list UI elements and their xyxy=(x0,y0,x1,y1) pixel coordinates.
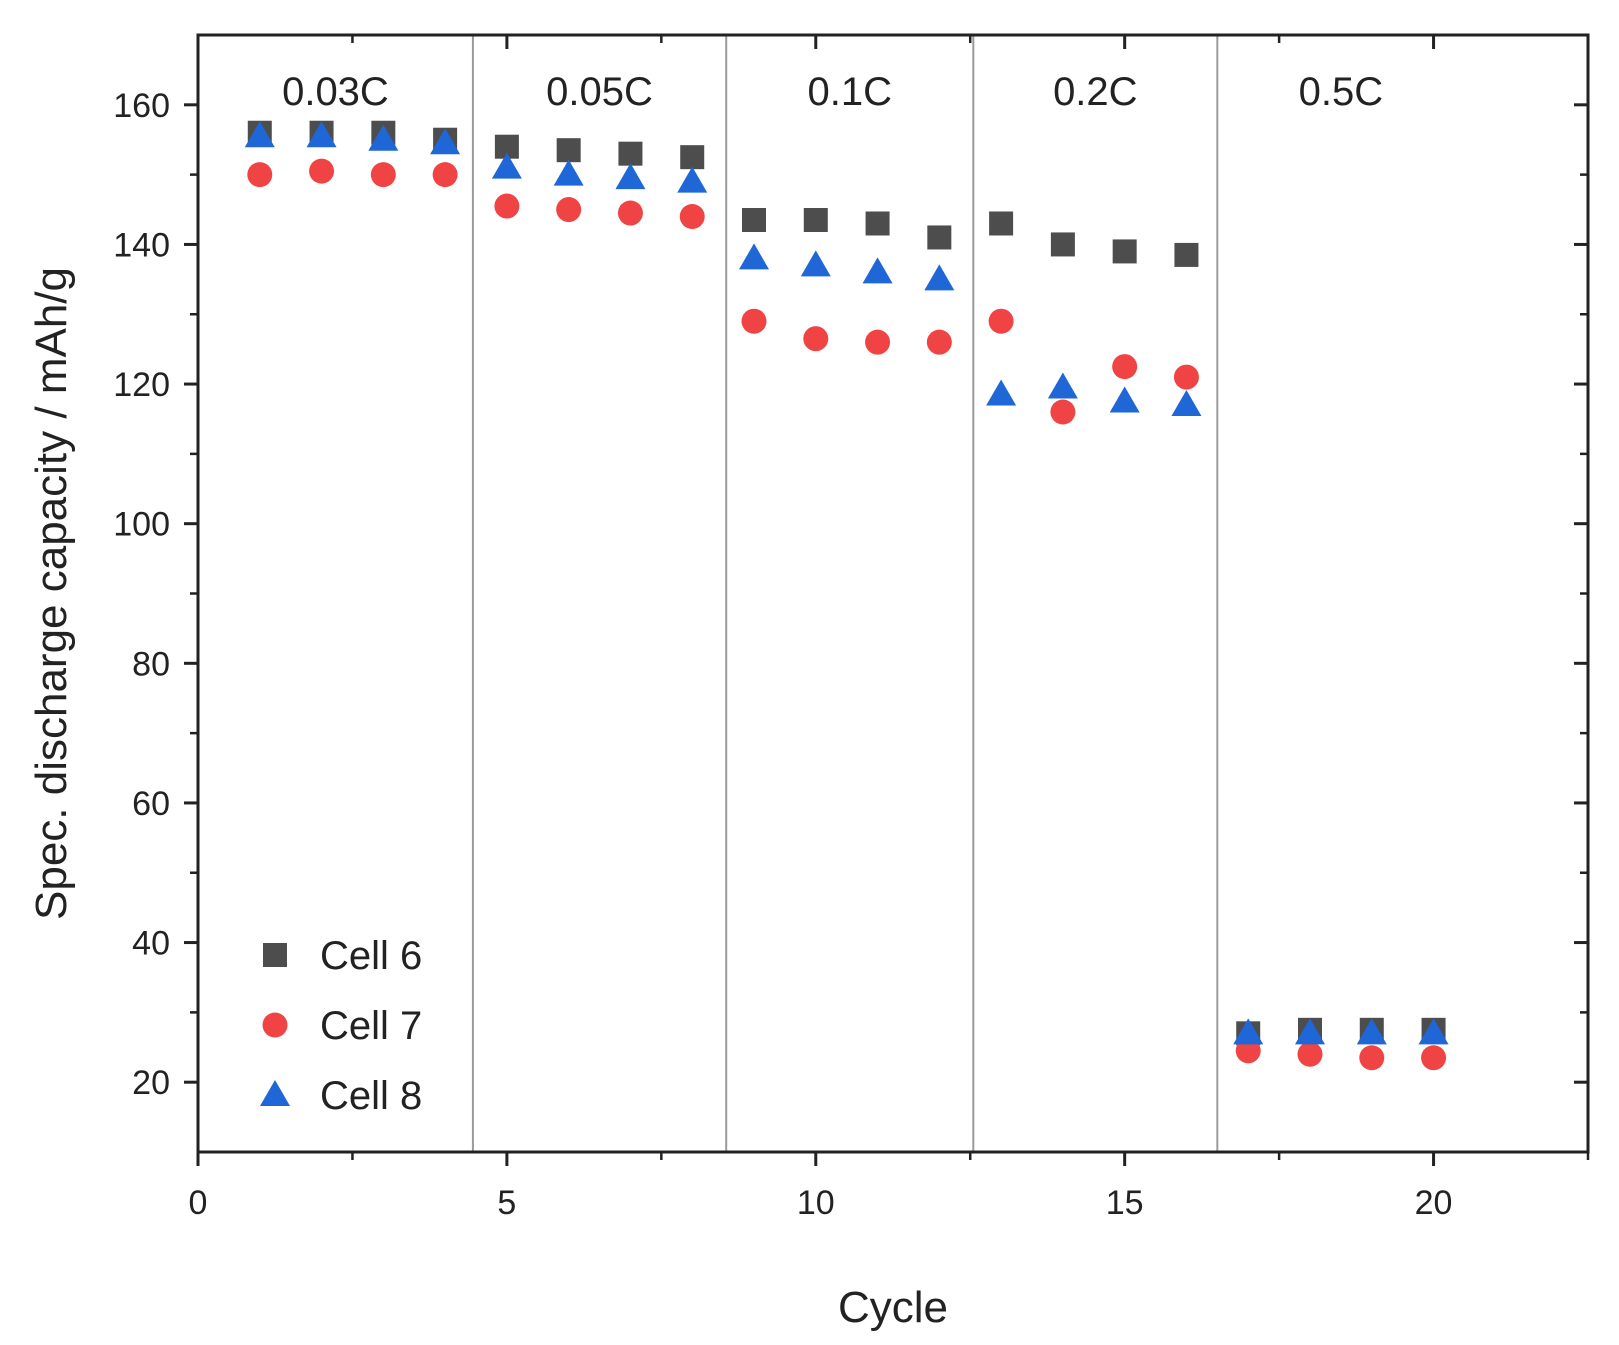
data-point xyxy=(1050,399,1076,425)
data-point xyxy=(803,326,829,352)
data-point xyxy=(1112,239,1137,264)
region-label: 0.05C xyxy=(546,70,653,114)
data-point xyxy=(491,152,522,179)
legend-label: Cell 8 xyxy=(320,1074,422,1118)
x-tick-label: 10 xyxy=(797,1184,835,1222)
data-point xyxy=(865,211,890,236)
data-point xyxy=(556,138,581,163)
data-point xyxy=(368,124,399,151)
data-point xyxy=(309,158,335,184)
data-point xyxy=(615,163,646,190)
data-points xyxy=(244,120,1449,1071)
x-axis-title: Cycle xyxy=(838,1283,948,1332)
data-point xyxy=(988,308,1014,334)
data-point xyxy=(1356,1018,1387,1045)
data-point xyxy=(742,208,766,233)
data-point xyxy=(679,204,705,230)
tick-labels: 0 5 10 15 20 20 40 60 80 100 120 140 160 xyxy=(113,87,1452,1222)
data-point xyxy=(986,379,1017,406)
series-cell-8 xyxy=(244,121,1449,1045)
legend: Cell 6 Cell 7 Cell 8 xyxy=(260,934,422,1118)
x-tick-label: 20 xyxy=(1415,1184,1453,1222)
data-point xyxy=(247,162,273,188)
region-label: 0.1C xyxy=(808,70,893,114)
data-point xyxy=(306,121,337,148)
major-ticks xyxy=(184,35,1588,1166)
data-point xyxy=(1235,1038,1261,1064)
data-point xyxy=(1418,1018,1449,1045)
x-tick-label: 0 xyxy=(189,1184,208,1222)
data-point xyxy=(926,329,952,355)
x-tick-label: 15 xyxy=(1106,1184,1144,1222)
data-point xyxy=(865,329,891,355)
legend-label: Cell 6 xyxy=(320,934,422,978)
data-point xyxy=(1109,386,1140,413)
series-cell-6 xyxy=(247,120,1446,1046)
region-label: 0.2C xyxy=(1053,70,1138,114)
data-point xyxy=(1295,1018,1325,1045)
data-point xyxy=(556,197,582,223)
y-tick-label: 40 xyxy=(132,925,170,963)
data-point xyxy=(1297,1041,1323,1067)
data-point xyxy=(1112,354,1138,380)
data-point xyxy=(1359,1045,1385,1071)
data-point xyxy=(432,162,458,188)
legend-marker xyxy=(262,1012,288,1038)
data-point xyxy=(800,250,831,277)
region-label: 0.5C xyxy=(1299,70,1384,114)
data-point xyxy=(553,159,584,186)
data-point xyxy=(924,264,955,291)
y-tick-label: 120 xyxy=(113,366,170,404)
y-tick-label: 80 xyxy=(132,645,170,683)
data-point xyxy=(741,308,767,334)
data-point xyxy=(494,193,520,219)
data-point xyxy=(1421,1045,1447,1071)
plot-frame xyxy=(196,33,1590,1154)
data-point xyxy=(803,208,828,233)
y-tick-label: 140 xyxy=(113,226,170,264)
data-point xyxy=(739,243,769,270)
data-point xyxy=(370,162,396,188)
data-point xyxy=(1050,232,1075,257)
data-point xyxy=(989,211,1014,236)
legend-marker xyxy=(263,943,287,967)
y-tick-label: 160 xyxy=(113,87,170,125)
x-tick-label: 5 xyxy=(497,1184,516,1222)
y-tick-label: 60 xyxy=(132,785,170,823)
region-label: 0.03C xyxy=(282,70,389,114)
data-point xyxy=(1233,1018,1264,1045)
legend-label: Cell 7 xyxy=(320,1004,422,1048)
series-cell-7 xyxy=(247,158,1447,1071)
y-axis-title: Spec. discharge capacity / mAh/g xyxy=(27,267,76,920)
y-tick-label: 100 xyxy=(113,506,170,544)
data-point xyxy=(677,166,708,193)
data-point xyxy=(244,121,275,148)
rate-region-labels: 0.03C 0.05C 0.1C 0.2C 0.5C xyxy=(282,70,1383,114)
data-point xyxy=(1174,242,1199,267)
y-tick-label: 20 xyxy=(132,1064,170,1102)
legend-marker xyxy=(260,1080,290,1106)
data-point xyxy=(927,225,952,250)
data-point xyxy=(618,141,643,166)
region-dividers xyxy=(471,35,1219,1152)
data-point xyxy=(862,257,893,284)
data-point xyxy=(1173,364,1199,390)
data-point xyxy=(617,200,643,226)
data-point xyxy=(680,145,705,170)
data-point xyxy=(1047,372,1078,399)
data-point xyxy=(1171,390,1202,417)
data-point xyxy=(430,128,461,155)
